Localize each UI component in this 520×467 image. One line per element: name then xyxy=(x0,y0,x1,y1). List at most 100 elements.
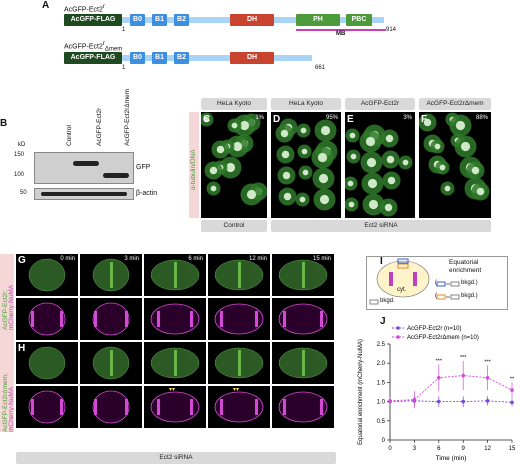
construct2-sub: Δmem xyxy=(104,46,123,53)
construct2-diagram: AcGFP-FLAG B0 B1 B2 DH xyxy=(64,52,314,64)
kd-label: kD xyxy=(18,142,26,148)
header-e: AcGFP-Ect2r xyxy=(345,98,415,110)
i-title-2: enrichment xyxy=(449,267,482,274)
h-magenta-frame-0-svg xyxy=(28,390,66,424)
h-magenta-frame-3: ▾▾ xyxy=(208,386,270,428)
y-tick-label: 0 xyxy=(382,438,386,444)
lane-control: Control xyxy=(66,125,73,146)
gh-bottom-sirna: Ect2 siRNA xyxy=(16,452,336,464)
tag-domain: AcGFP-FLAG xyxy=(64,14,122,26)
panel-e-letter: E xyxy=(347,114,354,125)
equator-box-orange xyxy=(397,263,409,269)
header-c: HeLa Kyoto xyxy=(201,98,267,110)
panel-d-letter: D xyxy=(273,114,281,125)
b1-domain: B1 xyxy=(152,14,167,26)
tag-domain-2: AcGFP-FLAG xyxy=(64,52,122,64)
lane-ect2r: AcGFP-Ect2r xyxy=(96,107,103,146)
data-point xyxy=(437,375,441,380)
dh-domain: DH xyxy=(230,14,274,26)
x-axis-label: Time (min) xyxy=(436,455,467,462)
g-magenta-frame-2 xyxy=(144,298,206,340)
paren-1: ( xyxy=(435,280,437,286)
b0-domain: B0 xyxy=(130,14,145,26)
h-green-frame-3-svg xyxy=(214,347,264,379)
h-magenta-frame-2: ▾▾ xyxy=(144,386,206,428)
cell-outline xyxy=(376,260,430,298)
data-point xyxy=(485,399,490,403)
actin-label: β-actin xyxy=(136,190,158,197)
b0-domain-2: B0 xyxy=(130,52,145,64)
h-magenta-frame-2-svg xyxy=(150,391,200,423)
equator-box-blue xyxy=(397,258,409,264)
g-magenta-frame-3 xyxy=(208,298,270,340)
micrograph-c-svg xyxy=(201,112,267,206)
legend-bkgd-box-2 xyxy=(450,294,460,300)
arrowheads-3: ▾▾ xyxy=(233,387,240,393)
marker-150: 150 xyxy=(14,152,25,158)
lane-ect2r-dmem: AcGFP-Ect2rΔmem xyxy=(124,88,131,146)
b2-domain: B2 xyxy=(174,14,189,26)
time-label-4: 15 min xyxy=(312,256,331,262)
i-row2: bkgd.) xyxy=(461,293,478,299)
legend-blue-box xyxy=(436,281,446,287)
spindle-pole-left xyxy=(389,272,393,286)
g-magenta-frame-2-svg xyxy=(150,303,200,335)
g-magenta-frame-4-svg xyxy=(278,303,328,335)
spindle-pole-right xyxy=(413,272,417,286)
gfp-blot xyxy=(34,152,134,184)
construct1-name: AcGFP-Ect2 xyxy=(64,6,103,14)
pbc-domain: PBC xyxy=(346,14,372,26)
h-magenta-frame-3-svg xyxy=(214,391,264,423)
time-label-0: 0 min xyxy=(60,256,75,262)
bottom-control: Control xyxy=(201,220,267,232)
g-green-frame-1: 3 min xyxy=(80,254,142,296)
b1-domain-2: B1 xyxy=(152,52,167,64)
micrograph-e: E 3% xyxy=(345,112,415,218)
x-tick-label: 15 xyxy=(509,446,516,452)
h-green-frame-1 xyxy=(80,342,142,384)
h-green-frame-4 xyxy=(272,342,334,384)
g-green-frame-2: 6 min xyxy=(144,254,206,296)
g-magenta-frame-4 xyxy=(272,298,334,340)
time-label-1: 3 min xyxy=(124,256,139,262)
micrograph-f: F 88% xyxy=(419,112,491,218)
actin-band xyxy=(41,192,127,196)
equatorial-chart: 0 0.5 1.0 1.5 2.0 2.5 0 3 6 9 12 15 Time (min) Equato… xyxy=(358,326,516,462)
y-tick-label: 2.5 xyxy=(377,342,386,348)
panel-g-letter: G xyxy=(18,255,26,266)
panel-j-label: J xyxy=(380,316,386,327)
g-green-frame-3: 12 min xyxy=(208,254,270,296)
header-f: AcGFP-Ect2rΔmem xyxy=(419,98,491,110)
header-d: HeLa Kyoto xyxy=(271,98,341,110)
legend-label-0: AcGFP-Ect2r (n=10) xyxy=(407,326,462,332)
data-point xyxy=(461,373,465,378)
gfp-band-ect2r xyxy=(73,161,99,166)
gfp-band-dmem xyxy=(103,173,129,178)
panel-i-label: I xyxy=(380,256,383,267)
significance-mark: *** xyxy=(484,360,491,366)
bkgd-box xyxy=(369,299,379,305)
panel-i-box: ( ( Equatorial enrichment bkgd.) bkgd.) … xyxy=(366,256,508,310)
panel-c-letter: C xyxy=(203,114,211,125)
paren-2: ( xyxy=(435,293,437,299)
percent-f: 88% xyxy=(475,115,488,121)
construct2-sup: r xyxy=(102,41,105,47)
g-green-frame-4: 15 min xyxy=(272,254,334,296)
g-magenta-frame-3-svg xyxy=(214,303,264,335)
significance-mark: *** xyxy=(436,358,443,364)
actin-blot xyxy=(34,188,134,200)
significance-mark: *** xyxy=(460,355,467,361)
percent-c: 1% xyxy=(255,115,264,121)
x-tick-label: 6 xyxy=(437,446,441,452)
b2-domain-2: B2 xyxy=(174,52,189,64)
dh-domain-2: DH xyxy=(230,52,274,64)
cyt-label: cyt. xyxy=(397,287,407,293)
h-magenta-frame-4 xyxy=(272,386,334,428)
legend-marker-1 xyxy=(396,335,400,339)
panel-a-label: A xyxy=(42,0,50,11)
linker-bar-2 xyxy=(122,55,312,61)
legend-label-1: AcGFP-Ect2rΔmem (n=10) xyxy=(407,335,479,341)
cf-side-label-bg xyxy=(189,112,199,218)
start2: 1 xyxy=(122,65,126,71)
data-point xyxy=(437,399,441,404)
